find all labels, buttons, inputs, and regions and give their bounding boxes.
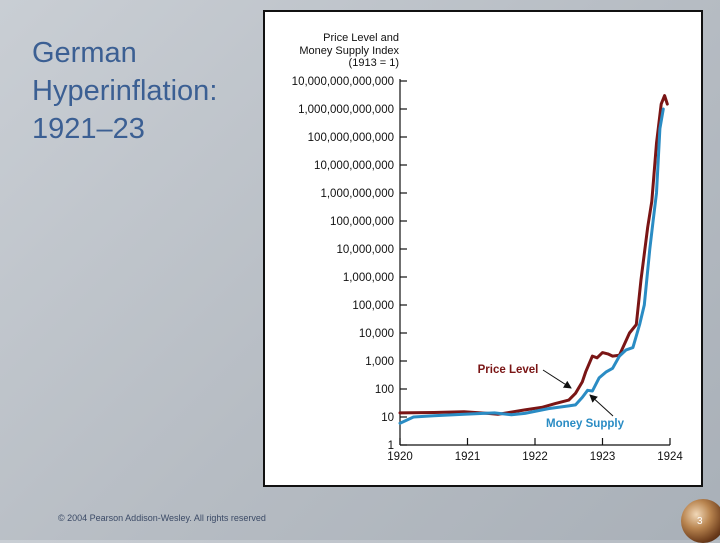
x-tick-label: 1923: [590, 451, 616, 463]
copyright-notice: © 2004 Pearson Addison-Wesley. All right…: [58, 513, 266, 523]
y-tick-label: 1,000,000,000,000: [298, 104, 394, 116]
money-supply-line: [398, 107, 665, 425]
y-tick-label: 100,000,000,000: [308, 132, 394, 144]
x-tick-label: 1922: [522, 451, 548, 463]
price-level-arrow: [542, 369, 572, 389]
y-axis-title: Price Level and Money Supply Index (1913…: [299, 32, 399, 69]
y-tick-label: 1,000,000,000: [320, 188, 394, 200]
x-tick-label: 1924: [657, 451, 683, 463]
slide-title: German Hyperinflation: 1921–23: [32, 37, 218, 145]
y-tick-label: 10,000,000: [336, 244, 394, 256]
money-supply-label: Money Supply: [546, 418, 625, 430]
y-tick-label: 1,000: [365, 356, 394, 368]
y-tick-label: 1,000,000: [343, 272, 394, 284]
page-number: 3: [697, 516, 703, 527]
hyperinflation-chart: 1 10 100 1,000 10,000 100,000 1,000,000 10,000,…: [292, 76, 684, 463]
money-supply-arrow: [589, 394, 614, 417]
price-level-label: Price Level: [478, 364, 539, 376]
chart-panel: Price Level and Money Supply Index (1913…: [263, 10, 703, 487]
y-tick-label: 10,000,000,000: [314, 160, 394, 172]
y-tick-label: 10,000: [359, 328, 394, 340]
y-tick-label: 10: [381, 412, 394, 424]
y-tick-label: 100,000,000: [330, 216, 394, 228]
page-badge-orb: [681, 499, 720, 543]
y-tick-label: 1: [388, 440, 394, 452]
y-tick-label: 10,000,000,000,000: [292, 76, 394, 88]
y-tick-label: 100: [375, 384, 394, 396]
x-tick-label: 1921: [455, 451, 481, 463]
y-tick-label: 100,000: [352, 300, 394, 312]
x-tick-label: 1920: [387, 451, 413, 463]
